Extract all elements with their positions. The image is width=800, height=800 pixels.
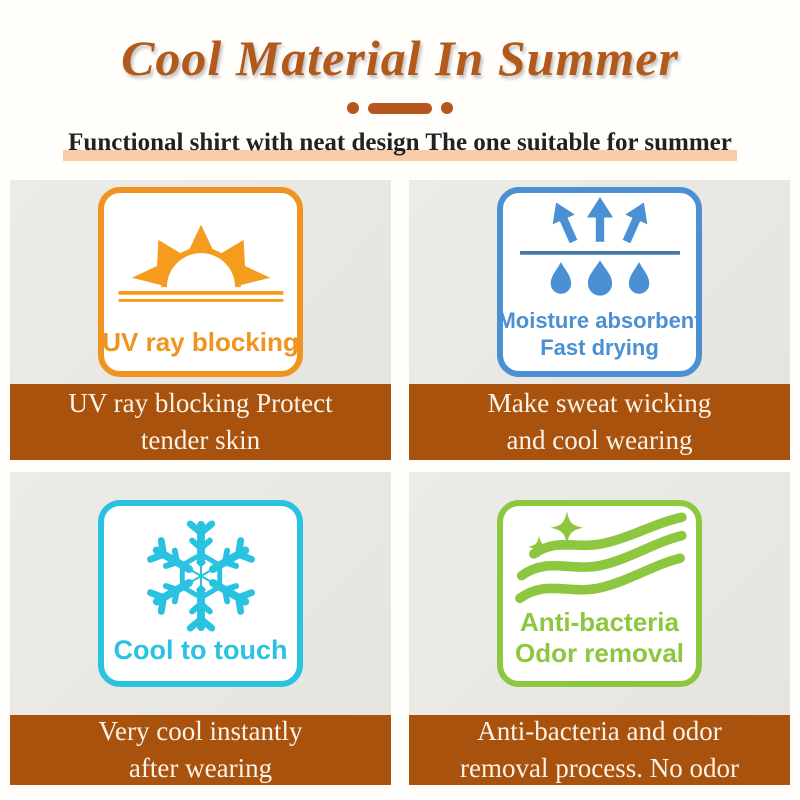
anti-badge: Anti-bacteria Odor removal: [497, 500, 702, 687]
page-title: Cool Material In Summer: [121, 30, 679, 86]
anti-badge-label: Anti-bacteria Odor removal: [515, 607, 684, 681]
title-divider: [0, 102, 800, 114]
caption-line: tender skin: [140, 425, 261, 455]
badge-line: Odor removal: [514, 638, 685, 668]
uv-badge-label: UV ray blocking: [102, 327, 299, 371]
divider-dot: [441, 102, 453, 114]
feature-anti-bacteria: Anti-bacteria Odor removal Anti-bacteria…: [409, 472, 790, 785]
waves-sparkles-icon: [514, 511, 687, 604]
subtitle: Functional shirt with neat design The on…: [0, 128, 800, 161]
moisture-caption-bar: Make sweat wicking and cool wearing: [409, 384, 790, 460]
caption-line: Make sweat wicking: [487, 388, 712, 418]
subtitle-text: Functional shirt with neat design The on…: [63, 129, 737, 161]
caption-line: Very cool instantly: [98, 716, 303, 746]
moisture-panel: Moisture absorbent Fast drying: [409, 180, 790, 384]
badge-line: Cool to touch: [113, 635, 288, 665]
caption-line: and cool wearing: [506, 425, 693, 455]
badge-line: Moisture absorbent: [497, 308, 702, 333]
feature-cool-to-touch: Cool to touch Very cool instantly after …: [10, 472, 391, 785]
cool-panel: Cool to touch: [10, 472, 391, 715]
header: Cool Material In Summer Functional shirt…: [0, 0, 800, 180]
uv-badge: UV ray blocking: [98, 187, 303, 377]
badge-line: Anti-bacteria: [520, 607, 679, 637]
badge-line: Fast drying: [540, 335, 659, 360]
features-grid: UV ray blocking UV ray blocking Protect …: [0, 180, 800, 785]
cool-badge-label: Cool to touch: [114, 635, 288, 681]
arrows-drops-icon: [519, 197, 680, 296]
sun-icon: [110, 224, 291, 327]
caption-line: after wearing: [128, 753, 273, 783]
caption-line: Anti-bacteria and odor: [477, 716, 722, 746]
cool-caption-bar: Very cool instantly after wearing: [10, 715, 391, 785]
cool-badge: Cool to touch: [98, 500, 303, 687]
uv-caption-bar: UV ray blocking Protect tender skin: [10, 384, 391, 460]
divider-dot: [347, 102, 359, 114]
badge-line: UV ray blocking: [102, 327, 299, 357]
moisture-badge: Moisture absorbent Fast drying: [497, 187, 702, 377]
anti-panel: Anti-bacteria Odor removal: [409, 472, 790, 715]
feature-uv-ray-blocking: UV ray blocking UV ray blocking Protect …: [10, 180, 391, 460]
caption-line: removal process. No odor: [460, 753, 739, 783]
snowflake-icon: [146, 520, 255, 632]
anti-caption-bar: Anti-bacteria and odor removal process. …: [409, 715, 790, 785]
uv-panel: UV ray blocking: [10, 180, 391, 384]
divider-bar: [368, 102, 432, 114]
feature-moisture-absorbent: Moisture absorbent Fast drying Make swea…: [409, 180, 790, 460]
caption-line: UV ray blocking Protect: [68, 388, 333, 418]
moisture-badge-label: Moisture absorbent Fast drying: [497, 307, 701, 371]
